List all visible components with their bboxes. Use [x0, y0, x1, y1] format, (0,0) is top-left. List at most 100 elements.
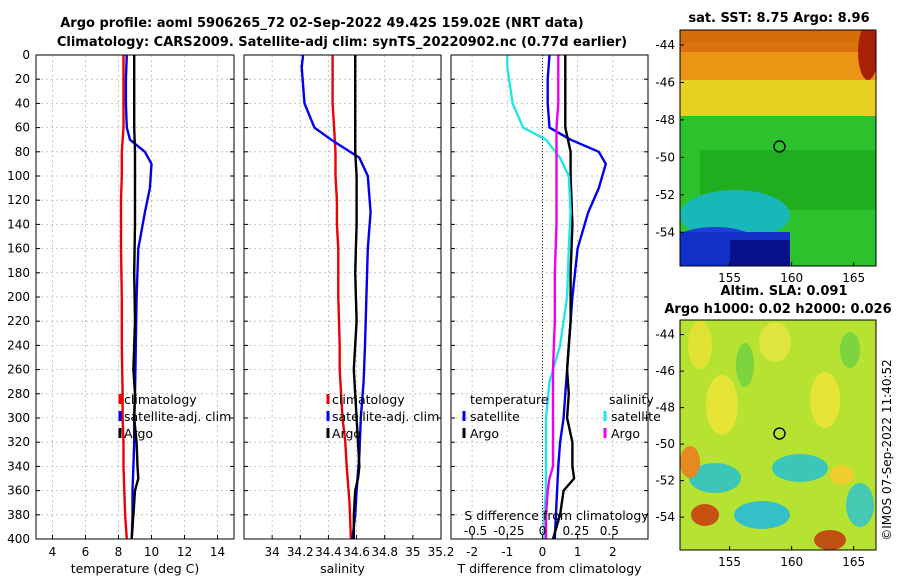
x-tick-label: 35 [405, 545, 420, 559]
legend-label: Argo [470, 426, 499, 441]
y-tick-label: 140 [7, 217, 30, 231]
x-tick-label: -2 [466, 545, 478, 559]
series-line-t-argo [551, 55, 576, 540]
y-tick-label: 240 [7, 338, 30, 352]
legend-group-heading: temperature [470, 392, 549, 407]
map-y-tick-label: -48 [655, 113, 675, 127]
y-tick-label: 200 [7, 290, 30, 304]
legend-label: satellite-adj. clim [332, 409, 439, 424]
top-tick-label: -0.5 [464, 524, 487, 538]
sla-cyan-3 [734, 501, 790, 529]
x-tick-label: 34 [265, 545, 280, 559]
sla-yellow-2 [759, 322, 791, 362]
difference-panel: -2 -1 0 1 2 T difference from climatology temp… [450, 54, 661, 576]
sla-argo-marker [773, 427, 786, 440]
sla-green-1 [736, 343, 754, 387]
x-tick-label: 34.4 [315, 545, 342, 559]
x-tick-label: -1 [501, 545, 513, 559]
map-y-tick-label: -44 [655, 328, 675, 342]
y-tick-label: 180 [7, 266, 30, 280]
top-axis-label: S difference from climatology [464, 508, 649, 523]
series-line-s-satellite [506, 55, 572, 539]
y-tick-label: 120 [7, 193, 30, 207]
figure-title-line2: Climatology: CARS2009. Satellite-adj cli… [57, 35, 627, 50]
x-tick-label: 34.8 [371, 545, 398, 559]
sst-map-frame [679, 29, 877, 267]
sla-yellow-4 [810, 372, 840, 428]
top-tick-label: 0.5 [600, 524, 619, 538]
legend-label: satellite-adj. clim [124, 409, 231, 424]
legend-label: satellite [470, 409, 520, 424]
x-tick-label: 0 [539, 545, 547, 559]
map-y-tick-label: -54 [655, 510, 675, 524]
plot-frame [35, 54, 235, 540]
x-axis-label: salinity [320, 561, 365, 576]
x-tick-label: 34.2 [287, 545, 314, 559]
map-y-tick-label: -46 [655, 75, 675, 89]
map-x-tick-label: 160 [780, 271, 803, 285]
plot-frame [243, 54, 442, 540]
series-line-argo [130, 55, 140, 540]
map-x-tick-label: 155 [718, 271, 741, 285]
y-tick-label: 280 [7, 387, 30, 401]
legend-label: Argo [332, 426, 361, 441]
map-x-tick-label: 155 [718, 555, 741, 569]
legend-label: Argo [124, 426, 153, 441]
y-tick-label: 0 [22, 48, 30, 62]
x-tick-label: 2 [609, 545, 617, 559]
sst-map-title: sat. SST: 8.75 Argo: 8.96 [688, 11, 869, 26]
map-x-tick-label: 165 [842, 271, 865, 285]
series-line-climatology [331, 55, 353, 540]
map-x-tick-label: 165 [842, 555, 865, 569]
sst-band-red [680, 30, 876, 52]
y-tick-label: 380 [7, 508, 30, 522]
sst-red-edge [858, 30, 876, 80]
y-tick-label: 80 [15, 145, 30, 159]
x-axis-label: T difference from climatology [456, 561, 642, 576]
top-tick-label: 0 [539, 524, 547, 538]
salinity-panel: 34 34.2 34.4 34.6 34.8 35 35.2 salinity climatol… [243, 54, 454, 576]
sla-orange-3 [814, 530, 846, 550]
top-tick-label: -0.25 [494, 524, 525, 538]
sla-green-2 [840, 332, 860, 368]
sst-argo-marker [773, 140, 786, 153]
y-tick-label: 60 [15, 121, 30, 135]
legend-label: climatology [332, 392, 405, 407]
sla-cyan-4 [846, 483, 874, 527]
x-tick-label: 6 [82, 545, 90, 559]
sla-yellow-3 [706, 375, 738, 435]
sla-map-frame [679, 319, 877, 551]
sst-band-yellow [680, 80, 876, 118]
y-tick-label: 20 [15, 72, 30, 86]
y-tick-label: 300 [7, 411, 30, 425]
y-tick-label: 160 [7, 242, 30, 256]
y-tick-label: 100 [7, 169, 30, 183]
x-tick-label: 10 [144, 545, 159, 559]
y-tick-label: 320 [7, 435, 30, 449]
plot-frame [450, 54, 649, 540]
x-axis-label: temperature (deg C) [71, 561, 200, 576]
legend-label: Argo [611, 426, 640, 441]
x-tick-label: 4 [49, 545, 57, 559]
legend-label: satellite [611, 409, 661, 424]
sla-map-title-line1: Altim. SLA: 0.091 [721, 284, 848, 299]
map-x-tick-label: 160 [780, 555, 803, 569]
sla-map-axes: 155 160 165 -44 -46 -48 -50 -52 -54 [655, 328, 865, 569]
sla-cyan-2 [772, 454, 828, 482]
y-tick-label: 220 [7, 314, 30, 328]
map-y-tick-label: -52 [655, 188, 675, 202]
temperature-panel: 0 20 40 60 80 100 120 140 160 180 200 220 240 260 280 3… [7, 48, 235, 576]
series-line-s-argo [544, 55, 560, 539]
map-y-tick-label: -46 [655, 364, 675, 378]
figure-title-line1: Argo profile: aoml 5906265_72 02-Sep-202… [60, 16, 584, 31]
map-y-tick-label: -52 [655, 474, 675, 488]
y-tick-label: 400 [7, 532, 30, 546]
map-y-tick-label: -50 [655, 437, 675, 451]
series-line-climatology [119, 55, 128, 540]
series-line-satellite-adj-clim [124, 54, 153, 540]
sst-map-axes: 155 160 165 -44 -46 -48 -50 -52 -54 [655, 38, 865, 285]
y-tick-label: 340 [7, 459, 30, 473]
x-tick-label: 12 [177, 545, 192, 559]
map-y-tick-label: -54 [655, 225, 675, 239]
